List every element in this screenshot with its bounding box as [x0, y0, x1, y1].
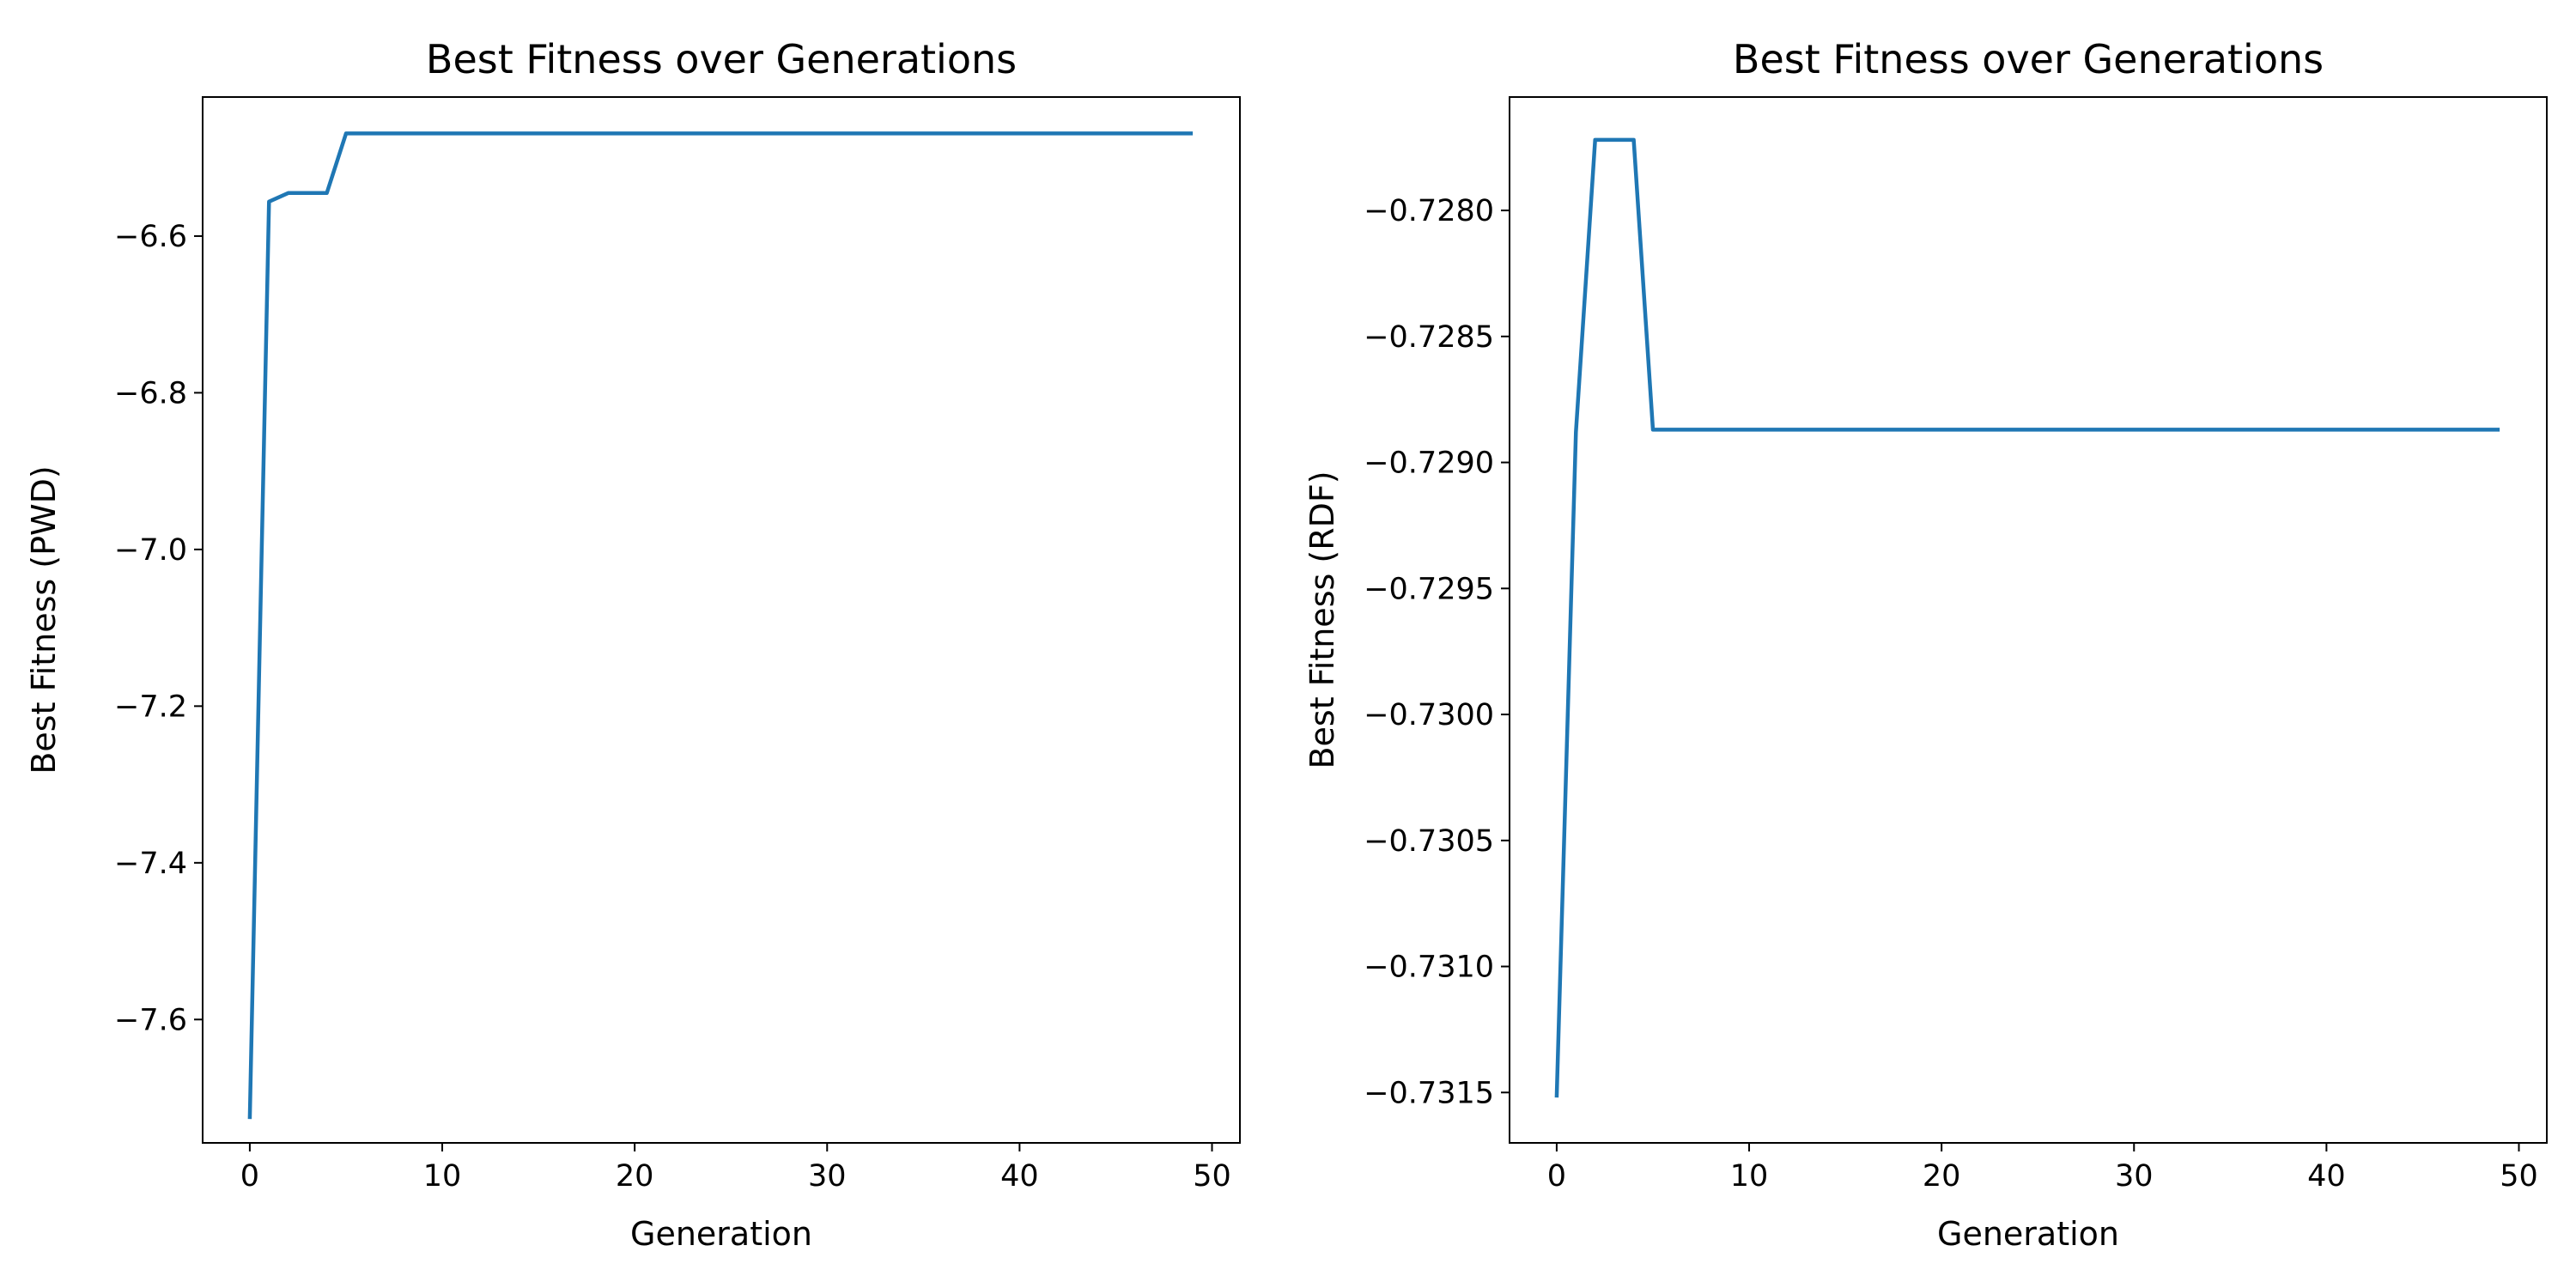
- left-chart-pwd: Best Fitness over Generations Generation…: [25, 36, 1241, 1253]
- axes-frame: [202, 96, 1241, 1144]
- y-axis-ticks: −0.7315 −0.7310 −0.7305 −0.7300 −0.7295 −0.72…: [1364, 194, 1510, 1110]
- axes-frame: [1509, 96, 2548, 1144]
- chart-title: Best Fitness over Generations: [426, 36, 1017, 82]
- series-line: [1554, 137, 2500, 1098]
- y-tick-label: −7.0: [114, 533, 187, 568]
- data-series: [247, 131, 1194, 1120]
- x-axis-ticks: 0 10 20 30 40 50: [240, 1143, 1231, 1194]
- y-axis-ticks: −7.6 −7.4 −7.2 −7.0 −6.8 −6.6: [114, 220, 203, 1037]
- y-axis-label: Best Fitness (RDF): [1303, 471, 1341, 769]
- y-tick-label: −0.7315: [1364, 1076, 1494, 1110]
- y-tick-label: −6.8: [114, 376, 187, 410]
- y-tick-label: −7.4: [114, 847, 187, 881]
- y-tick-label: −6.6: [114, 220, 187, 254]
- x-tick-label: 0: [240, 1159, 259, 1194]
- series-line: [247, 131, 1194, 1120]
- y-tick-label: −0.7300: [1364, 698, 1494, 732]
- x-tick-label: 30: [2115, 1159, 2154, 1194]
- y-tick-label: −7.6: [114, 1003, 187, 1037]
- y-axis-label: Best Fitness (PWD): [25, 465, 63, 774]
- chart-title: Best Fitness over Generations: [1733, 36, 2324, 82]
- y-tick-label: −0.7295: [1364, 572, 1494, 606]
- right-chart-rdf: Best Fitness over Generations Generation…: [1303, 36, 2548, 1253]
- x-axis-label: Generation: [1937, 1215, 2119, 1253]
- y-tick-label: −0.7310: [1364, 951, 1494, 985]
- x-tick-label: 20: [1923, 1159, 1961, 1194]
- x-tick-label: 50: [1193, 1159, 1231, 1194]
- x-tick-label: 40: [2307, 1159, 2346, 1194]
- data-series: [1554, 137, 2500, 1098]
- x-tick-label: 0: [1547, 1159, 1566, 1194]
- y-tick-label: −7.2: [114, 690, 187, 724]
- x-tick-label: 30: [808, 1159, 847, 1194]
- x-axis-label: Generation: [630, 1215, 812, 1253]
- y-tick-label: −0.7290: [1364, 447, 1494, 481]
- x-axis-ticks: 0 10 20 30 40 50: [1547, 1143, 2538, 1194]
- x-tick-label: 10: [423, 1159, 462, 1194]
- y-tick-label: −0.7285: [1364, 320, 1494, 355]
- y-tick-label: −0.7305: [1364, 824, 1494, 859]
- x-tick-label: 20: [616, 1159, 654, 1194]
- y-tick-label: −0.7280: [1364, 194, 1494, 228]
- x-tick-label: 50: [2500, 1159, 2538, 1194]
- x-tick-label: 10: [1730, 1159, 1769, 1194]
- x-tick-label: 40: [1000, 1159, 1039, 1194]
